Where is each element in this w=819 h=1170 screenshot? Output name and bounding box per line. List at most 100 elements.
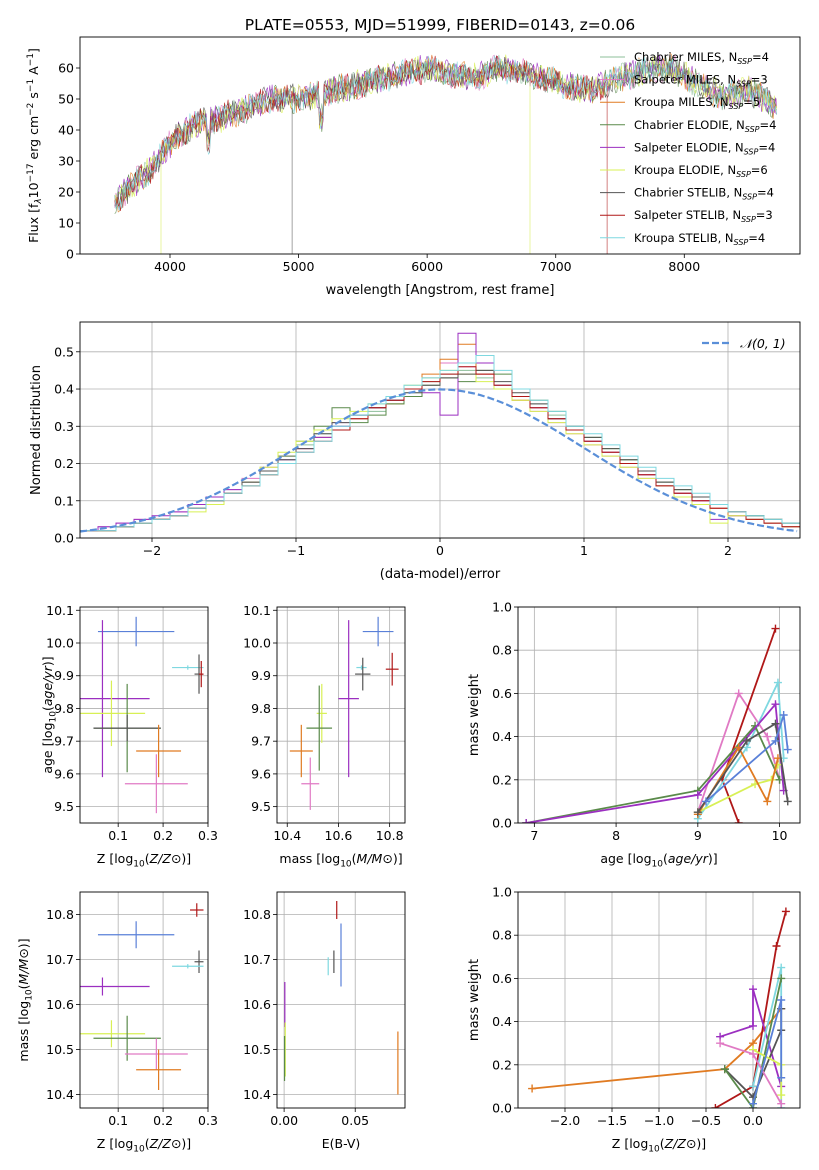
series-line-salpeter-elodie [719, 988, 783, 1087]
y-tick-label: 20 [58, 185, 74, 200]
y-tick-label: 0.1 [54, 493, 74, 508]
series-line-kroupa-stelib [697, 679, 785, 820]
y-tick-label: 50 [58, 92, 74, 107]
x-tick-label: 0.2 [153, 1113, 173, 1128]
y-tick-label: 9.6 [251, 766, 271, 781]
series-line-kroupa-elodie [697, 764, 779, 814]
spectrum-line-chabrier-stelib [114, 56, 777, 254]
y-tick-label: 9.5 [54, 799, 74, 814]
figure-title: PLATE=0553, MJD=51999, FIBERID=0143, z=0… [245, 16, 635, 34]
spectra-group [114, 52, 777, 254]
y-axis-label: Flux [fλ10−17 erg cm−2 s−1 A−1] [26, 48, 44, 243]
axes-frame [79, 321, 801, 539]
series-marker [771, 736, 780, 745]
errorbar-point [306, 685, 333, 771]
series-marker [711, 1104, 720, 1108]
series-marker [693, 808, 702, 817]
errorbar-point [194, 950, 204, 973]
series-line-salpeter-elodie [526, 702, 785, 823]
x-tick-label: −2 [143, 543, 161, 558]
series-group [522, 624, 792, 823]
y-tick-label: 0.6 [492, 686, 512, 701]
x-tick-label: 8000 [668, 259, 700, 274]
errorbar-group [80, 616, 204, 814]
series-marker [749, 1099, 757, 1108]
x-tick-label: 10 [772, 828, 788, 843]
y-tick-label: 10.5 [46, 1042, 74, 1057]
x-tick-label: −1.5 [597, 1113, 627, 1128]
series-marker [777, 1099, 786, 1108]
errorbar-point [301, 757, 320, 810]
series-line-chabrier-elodie [724, 978, 783, 1108]
x-axis-label: Z [log10(Z/Z⊙)] [97, 851, 191, 870]
x-tick-label: 0.05 [341, 1113, 369, 1128]
x-tick-label: 6000 [411, 259, 443, 274]
x-axis-label: Z [log10(Z/Z⊙)] [97, 1136, 191, 1155]
spectrum-line-salpeter-stelib [114, 55, 608, 254]
x-tick-label: 10.4 [273, 828, 301, 843]
y-tick-label: 9.7 [251, 734, 271, 749]
y-tick-label: 10.6 [243, 997, 271, 1012]
y-tick-label: 0.2 [54, 456, 74, 471]
mass-vs-ebv-panel: 0.00 0.05 10.4 10.5 10.6 10.7 10.8 E(B-V) [243, 891, 406, 1151]
legend-label: Chabrier STELIB, NSSP=4 [634, 186, 774, 202]
x-tick-label: 0.00 [270, 1113, 298, 1128]
y-axis-label: age [log10(age/yr)] [40, 656, 59, 773]
errorbar-point [93, 1015, 161, 1061]
series-marker [528, 1084, 537, 1093]
series-marker [749, 1082, 757, 1091]
series-marker [777, 963, 786, 972]
errorbar-point [362, 616, 394, 647]
errorbar-point [190, 903, 204, 917]
legend-label: Salpeter STELIB, NSSP=3 [634, 208, 773, 224]
series-line-salpeter-stelib [714, 911, 787, 1108]
y-tick-label: 10.7 [243, 952, 271, 967]
x-axis-label: E(B-V) [322, 1136, 361, 1151]
errorbar-point [80, 620, 150, 778]
y-tick-label: 0.5 [54, 344, 74, 359]
y-tick-label: 1.0 [492, 885, 512, 900]
y-tick-label: 0.0 [492, 816, 512, 831]
x-axis-label: wavelength [Angstrom, rest frame] [326, 283, 555, 298]
y-tick-label: 10.1 [46, 603, 74, 618]
errorbar-point [136, 1049, 182, 1090]
axes-frame [517, 891, 801, 1109]
y-tick-label: 10.4 [46, 1087, 74, 1102]
y-tick-label: 10.0 [243, 636, 271, 651]
axes-frame [276, 891, 406, 1109]
y-axis-label: mass [log10(M/M⊙)] [16, 938, 35, 1061]
series-marker [777, 1091, 786, 1100]
x-axis-label: Z [log10(Z/Z⊙)] [612, 1136, 706, 1155]
errorbar-point [97, 921, 175, 949]
errorbar-group [289, 616, 399, 810]
spectrum-line-kroupa-stelib [114, 55, 777, 211]
series-marker [773, 678, 782, 687]
series-marker [734, 689, 743, 698]
histogram-chabrier-stelib [80, 369, 800, 532]
errorbar-group [80, 903, 204, 1090]
legend-label: Salpeter ELODIE, NSSP=4 [634, 140, 775, 156]
errorbar-point [80, 1020, 146, 1048]
series-line-extra-blue [705, 714, 789, 803]
x-tick-label: 4000 [154, 259, 186, 274]
x-tick-label: 8 [612, 828, 620, 843]
mass-vs-metallicity-panel: 0.1 0.2 0.3 10.4 10.5 10.6 10.7 10.8 Z [log10(Z/… [16, 891, 218, 1155]
axes-frame [276, 606, 406, 824]
series-marker [742, 736, 751, 745]
y-tick-label: 0.8 [492, 928, 512, 943]
y-tick-label: 40 [58, 123, 74, 138]
x-tick-label: 0 [436, 543, 444, 558]
x-tick-label: −0.5 [691, 1113, 721, 1128]
mass-weight-vs-metallicity-panel: −2.0 −1.5 −1.0 −0.5 0.0 0.0 0.2 0.4 0.6 0.8 1.0 Z [… [467, 885, 801, 1155]
histogram-kroupa-stelib [80, 355, 800, 532]
mass-weight-vs-age-panel: 7 8 9 10 0.0 0.2 0.4 0.6 0.8 1.0 age [log10(age/yr… [467, 600, 801, 870]
y-tick-label: 0.8 [492, 643, 512, 658]
y-tick-label: 10.8 [46, 907, 74, 922]
legend-label: Kroupa STELIB, NSSP=4 [634, 231, 765, 247]
x-tick-label: 7000 [540, 259, 572, 274]
errorbar-point [97, 616, 175, 647]
errorbar-point [80, 680, 146, 747]
axes-frame [79, 36, 801, 255]
y-tick-label: 0.0 [54, 531, 74, 546]
